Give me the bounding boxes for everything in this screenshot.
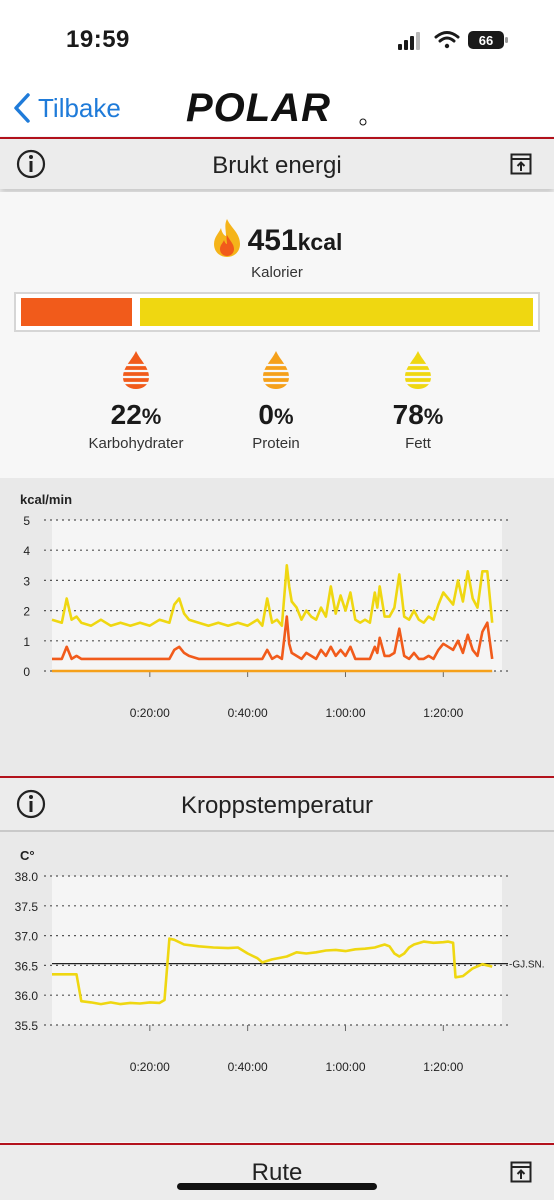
- flame-icon: [213, 219, 240, 257]
- macro-fat: 78% Fett: [338, 350, 498, 452]
- fat-percent: 78: [392, 399, 424, 430]
- fat-label: Fett: [405, 435, 431, 452]
- y-tick-label: 1: [23, 635, 30, 649]
- energy-summary: [0, 192, 554, 478]
- divider: [0, 830, 554, 832]
- x-tick-label: 0:20:00: [130, 706, 170, 720]
- battery-icon: 66: [468, 31, 508, 49]
- protein-percent-symbol: %: [274, 404, 294, 429]
- back-button[interactable]: Tilbake: [12, 88, 121, 128]
- y-tick-label: 38.0: [15, 870, 39, 884]
- x-tick-label: 1:00:00: [325, 706, 365, 720]
- status-time: 19:59: [66, 26, 130, 53]
- energy-chart-svg: 0 1 2 3 4 5 0:20:00 0:40:00 1:00:00 1:20:00: [23, 514, 512, 720]
- protein-drop-icon: [261, 351, 291, 389]
- export-icon[interactable]: [510, 1161, 532, 1183]
- series-line-1: [52, 615, 494, 661]
- energy-chart: kcal/min 0 1 2 3 4 5 0:20:00 0:40:00 1:00:00 1:20…: [0, 478, 554, 776]
- carbs-label: Karbohydrater: [88, 435, 184, 452]
- y-tick-label: 37.0: [15, 930, 39, 944]
- carbs-bar-segment: [21, 298, 132, 326]
- x-tick-label: 0:40:00: [228, 706, 268, 720]
- calories-label: Kalorier: [251, 264, 303, 281]
- series-line-0: [52, 937, 493, 1006]
- back-label: Tilbake: [38, 92, 121, 123]
- plot-area: [52, 876, 502, 1025]
- route-header: Rute: [0, 1145, 554, 1200]
- series-line-0: [51, 564, 494, 627]
- protein-percent: 0: [258, 399, 274, 430]
- wifi-icon: [434, 31, 460, 49]
- y-tick-label: 2: [23, 605, 30, 619]
- status-icons: 66: [398, 28, 510, 57]
- carbs-drop-icon: [121, 351, 151, 389]
- section-title: Kroppstemperatur: [180, 792, 374, 819]
- fat-percent-symbol: %: [423, 404, 444, 429]
- temperature-chart: C° 35.5 36.0 36.5 37.0 37.5 38.0 0:20:00 0:40:0…: [0, 832, 554, 1142]
- svg-text:POLAR: POLAR: [186, 89, 331, 129]
- temperature-chart-svg: 35.5 36.0 36.5 37.0 37.5 38.0 0:20:00 0:40:00 1:…: [15, 870, 545, 1074]
- x-tick-label: 0:40:00: [228, 1060, 268, 1074]
- divider: [0, 1143, 554, 1145]
- plot-area: [52, 520, 502, 671]
- divider: [0, 137, 554, 139]
- y-tick-label: 0: [23, 665, 30, 679]
- x-tick-label: 0:20:00: [130, 1060, 170, 1074]
- battery-level: 66: [479, 33, 493, 48]
- macro-carbs: 22% Karbohydrater: [56, 350, 216, 452]
- x-tick-label: 1:20:00: [423, 706, 463, 720]
- y-tick-label: 4: [23, 544, 30, 558]
- status-bar: 19:59 66: [0, 0, 554, 80]
- energy-header: Brukt energi: [0, 139, 554, 189]
- fat-drop-icon: [403, 351, 433, 389]
- energy-chart-ylabel: kcal/min: [20, 492, 73, 507]
- chevron-left-icon: [14, 93, 30, 123]
- average-line-label: -GJ.SN.: [509, 960, 545, 971]
- fat-bar-segment: [140, 298, 533, 326]
- section-title: Rute: [251, 1159, 303, 1186]
- home-indicator[interactable]: [177, 1183, 377, 1190]
- x-tick-label: 1:00:00: [325, 1060, 365, 1074]
- info-icon[interactable]: [16, 789, 46, 819]
- y-tick-label: 3: [23, 574, 30, 588]
- carbs-percent-symbol: %: [141, 404, 162, 429]
- y-tick-label: 5: [23, 514, 30, 528]
- macro-protein: 0% Protein: [196, 350, 356, 452]
- export-icon[interactable]: [510, 153, 532, 175]
- divider: [0, 776, 554, 778]
- signal-icon: [398, 32, 420, 50]
- calories-value: 451: [247, 224, 298, 257]
- temperature-chart-ylabel: C°: [20, 848, 35, 863]
- section-title: Brukt energi: [212, 152, 342, 179]
- y-tick-label: 36.0: [15, 989, 39, 1003]
- y-tick-label: 37.5: [15, 900, 39, 914]
- polar-logo: POLAR: [186, 86, 370, 134]
- protein-label: Protein: [252, 435, 300, 452]
- temperature-header: Kroppstemperatur: [0, 778, 554, 830]
- y-tick-label: 35.5: [15, 1019, 39, 1033]
- info-icon[interactable]: [16, 149, 46, 179]
- x-tick-label: 1:20:00: [423, 1060, 463, 1074]
- energy-source-bar: [14, 292, 540, 332]
- calories-row: 451kcal: [0, 218, 554, 258]
- carbs-percent: 22: [110, 399, 142, 430]
- nav-bar: Tilbake POLAR: [0, 80, 554, 136]
- y-tick-label: 36.5: [15, 959, 39, 973]
- calories-unit: kcal: [297, 229, 343, 255]
